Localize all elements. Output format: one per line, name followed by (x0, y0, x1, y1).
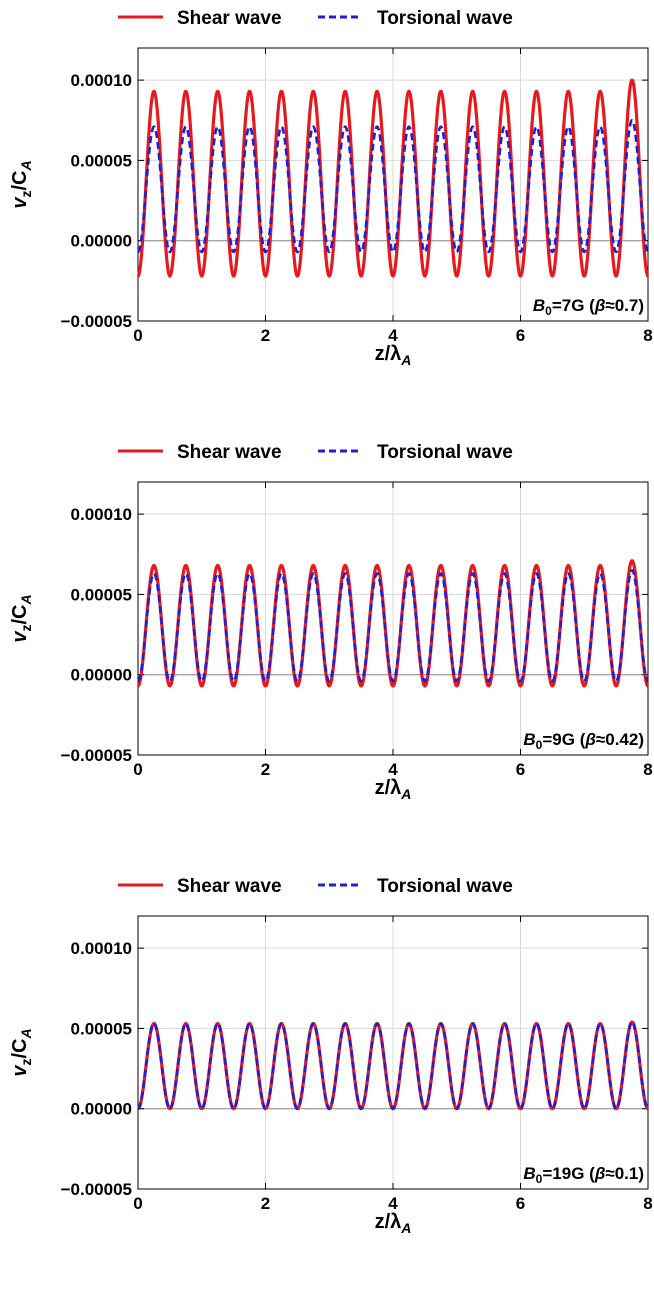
annotation-rest: =19G ( (542, 1164, 595, 1183)
annotation-tail: ≈0.7) (605, 296, 644, 315)
chart-panel-2: 0 2 4 6 8 −0.00005 0.00000 0.00005 0.00010 Shear … (9, 442, 653, 802)
legend-label-shear-wave: Shear wave (177, 8, 282, 29)
series-line-shear-wave (136, 559, 650, 688)
y-axis-title-main: v (9, 1064, 31, 1077)
legend-label-torsional-wave: Torsional wave (377, 442, 513, 463)
chart-panel-1: 0 2 4 6 8 −0.00005 0.00000 0.00005 0.00010 Shear … (9, 8, 653, 368)
y-axis-title-sub2: A (18, 1028, 34, 1039)
annotation-beta: β (584, 730, 596, 749)
y-tick-label: 0.00010 (71, 505, 132, 524)
annotation-beta: β (594, 296, 606, 315)
series-line-torsional-wave (137, 1020, 649, 1111)
annotation-b: B (533, 296, 545, 315)
annotation-sub: 0 (536, 1172, 543, 1186)
x-tick-label: 2 (261, 326, 270, 345)
annotation-b: B (523, 730, 535, 749)
y-axis-title: vz/CA (9, 160, 34, 208)
annotation-tail: ≈0.42) (596, 730, 644, 749)
x-axis-title-main: z/λ (375, 1211, 402, 1233)
y-axis-title-sub2: A (18, 594, 34, 605)
x-axis-title-sub: A (400, 1220, 411, 1236)
x-tick-label: 8 (643, 1194, 652, 1213)
x-tick-label: 0 (133, 1194, 142, 1213)
y-tick-label: 0.00000 (71, 232, 132, 251)
x-axis-title-sub: A (400, 786, 411, 802)
y-tick-label: 0.00005 (71, 585, 132, 604)
y-axis-title-sub1: z (18, 1059, 34, 1066)
y-axis-title-main: v (9, 196, 31, 209)
y-tick-label: 0.00000 (71, 1100, 132, 1119)
x-axis-title-main: z/λ (375, 343, 402, 365)
x-axis-title: z/λA (375, 1211, 412, 1236)
x-axis-title: z/λA (375, 343, 412, 368)
legend: Shear wave Torsional wave (118, 8, 513, 29)
x-tick-label: 2 (261, 1194, 270, 1213)
annotation: B0=19G (β≈0.1) (523, 1164, 644, 1186)
annotation-beta: β (594, 1164, 606, 1183)
y-axis-title-main: v (9, 630, 31, 643)
x-tick-label: 8 (643, 326, 652, 345)
annotation-rest: =9G ( (542, 730, 585, 749)
x-tick-label: 4 (388, 1194, 398, 1213)
x-axis-title: z/λA (375, 777, 412, 802)
x-tick-label: 2 (261, 760, 270, 779)
x-tick-label: 6 (516, 760, 525, 779)
y-tick-label: 0.00010 (71, 939, 132, 958)
x-tick-label: 6 (516, 1194, 525, 1213)
y-tick-label: −0.00005 (61, 312, 132, 331)
annotation-rest: =7G ( (552, 296, 595, 315)
annotation: B0=9G (β≈0.42) (523, 730, 644, 752)
y-tick-label: 0.00005 (71, 151, 132, 170)
legend-label-shear-wave: Shear wave (177, 442, 282, 463)
legend-label-torsional-wave: Torsional wave (377, 876, 513, 897)
y-axis-title-mid: /C (9, 171, 31, 191)
x-axis-title-sub: A (400, 352, 411, 368)
y-tick-label: −0.00005 (61, 1180, 132, 1199)
annotation-b: B (523, 1164, 535, 1183)
x-tick-label: 0 (133, 326, 142, 345)
x-tick-label: 6 (516, 326, 525, 345)
y-axis-title-sub1: z (18, 191, 34, 198)
legend-label-shear-wave: Shear wave (177, 876, 282, 897)
y-axis-title-mid: /C (9, 605, 31, 625)
y-tick-label: −0.00005 (61, 746, 132, 765)
series-line-torsional-wave (137, 569, 649, 683)
y-axis-title: vz/CA (9, 594, 34, 642)
x-tick-label: 4 (388, 326, 398, 345)
annotation-sub: 0 (536, 738, 543, 752)
legend: Shear wave Torsional wave (118, 442, 513, 463)
x-tick-label: 4 (388, 760, 398, 779)
legend-label-torsional-wave: Torsional wave (377, 8, 513, 29)
y-tick-label: 0.00005 (71, 1019, 132, 1038)
y-axis-title-mid: /C (9, 1039, 31, 1059)
chart-panel-3: 0 2 4 6 8 −0.00005 0.00000 0.00005 0.00010 Shear … (9, 876, 653, 1236)
x-axis-title-main: z/λ (375, 777, 402, 799)
annotation-sub: 0 (545, 304, 552, 318)
y-axis-title-sub2: A (18, 160, 34, 171)
x-tick-label: 8 (643, 760, 652, 779)
y-axis-title: vz/CA (9, 1028, 34, 1076)
y-tick-label: 0.00010 (71, 71, 132, 90)
x-tick-label: 0 (133, 760, 142, 779)
legend: Shear wave Torsional wave (118, 876, 513, 897)
y-axis-title-sub1: z (18, 625, 34, 632)
y-tick-label: 0.00000 (71, 666, 132, 685)
series-line-shear-wave (136, 78, 650, 278)
annotation-tail: ≈0.1) (605, 1164, 644, 1183)
annotation: B0=7G (β≈0.7) (533, 296, 644, 318)
